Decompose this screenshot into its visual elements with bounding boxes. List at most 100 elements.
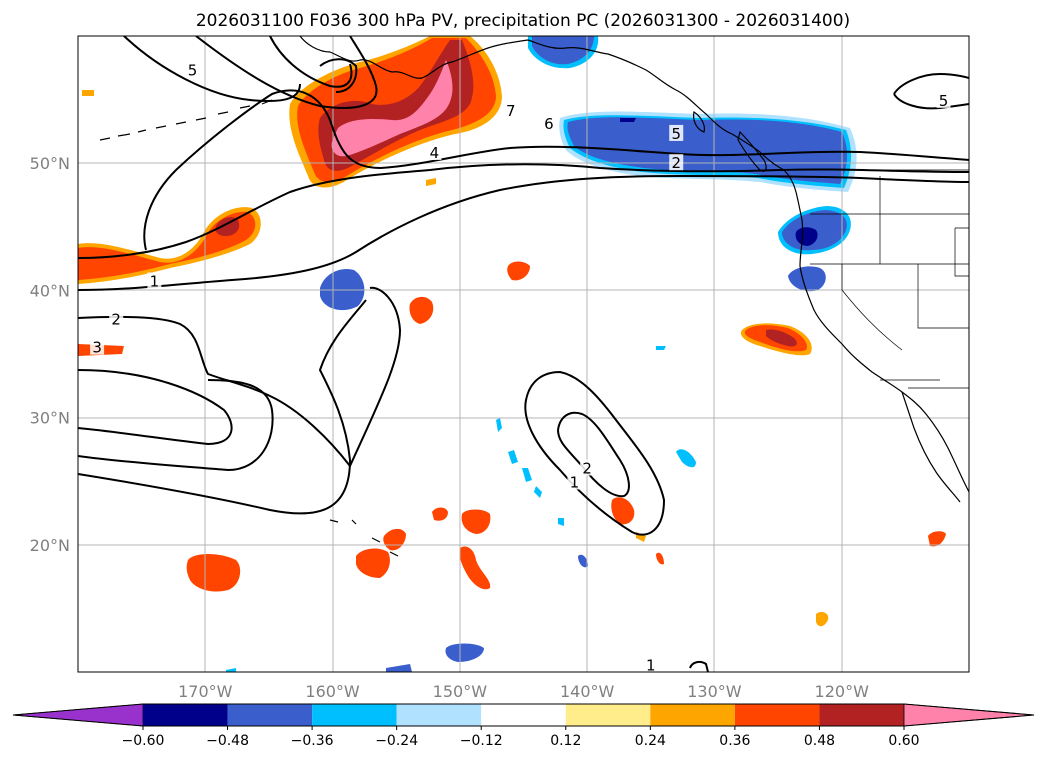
lon-tick-label: 120°W bbox=[815, 682, 870, 701]
colorbar-tick-label: 0.36 bbox=[719, 733, 750, 749]
us-west-coast bbox=[799, 219, 969, 493]
pv-label-bg bbox=[567, 473, 582, 490]
colorbar-extend-high bbox=[903, 703, 1035, 727]
colorbar-segment bbox=[650, 704, 735, 726]
pv-contour bbox=[78, 379, 274, 472]
canada-coast bbox=[759, 151, 803, 221]
precip-positive-area bbox=[356, 548, 390, 578]
pv-contour-value-label: 4 bbox=[430, 144, 440, 162]
gridlines bbox=[78, 36, 969, 672]
colorbar-tick-label: −0.24 bbox=[375, 733, 418, 749]
colorbar-tick-label: −0.60 bbox=[122, 733, 165, 749]
colorbar-tick-label: −0.36 bbox=[291, 733, 334, 749]
precip-positive-area bbox=[432, 507, 448, 521]
precip-positive-area bbox=[426, 178, 436, 186]
pv-contour-value-label: 5 bbox=[188, 61, 198, 79]
pv-contour-value-label: 6 bbox=[544, 115, 554, 133]
pv-contour bbox=[524, 370, 666, 536]
precip-negative-area bbox=[558, 518, 564, 526]
pv-label-bg bbox=[185, 61, 200, 78]
lon-tick-label: 150°W bbox=[433, 682, 488, 701]
colorbar-segment bbox=[734, 704, 820, 726]
pv-contour-value-label: 1 bbox=[646, 657, 656, 675]
precip-negative-area bbox=[578, 554, 588, 568]
precip-negative-area bbox=[656, 346, 666, 350]
haida-gwaii bbox=[693, 111, 705, 133]
colorbar-segment bbox=[227, 704, 313, 726]
pv-label-bg bbox=[147, 272, 162, 289]
lat-tick-label: 50°N bbox=[30, 154, 70, 173]
precip-positive-area bbox=[928, 531, 946, 547]
precip-negative-area bbox=[445, 643, 484, 662]
precip-positive-area bbox=[215, 217, 240, 236]
pv-contour-value-label: 2 bbox=[582, 459, 592, 477]
precip-positive-area bbox=[459, 546, 491, 590]
colorbar-tick-label: 0.12 bbox=[550, 733, 581, 749]
precip-negative-area bbox=[226, 668, 236, 672]
colorbar-segment bbox=[565, 704, 651, 726]
precip-negative-area bbox=[620, 118, 636, 122]
colorbar-tick-label: 0.48 bbox=[804, 733, 835, 749]
precip-negative-area bbox=[795, 227, 818, 246]
precip-negative-area bbox=[676, 449, 696, 468]
colorbar-segment bbox=[819, 704, 904, 726]
pv-contour bbox=[893, 72, 969, 110]
precip-positive-area bbox=[816, 612, 829, 627]
lon-tick-label: 130°W bbox=[687, 682, 742, 701]
pv-label-bg bbox=[541, 114, 556, 131]
colorbar-segment bbox=[396, 704, 482, 726]
colorbar-tick-label: 0.60 bbox=[888, 733, 919, 749]
precip-positive-area bbox=[766, 329, 797, 347]
colorbar-tick-label: −0.12 bbox=[460, 733, 503, 749]
pv-contour bbox=[319, 58, 358, 93]
precip-positive-area bbox=[82, 90, 94, 96]
pv-contour bbox=[689, 660, 709, 672]
precip-negative-area bbox=[508, 450, 518, 464]
precip-positive-area bbox=[186, 554, 241, 592]
pv-contour-value-label: 1 bbox=[150, 272, 160, 290]
precip-positive-area bbox=[611, 497, 635, 525]
precip-positive-area bbox=[507, 261, 530, 281]
pv-contours bbox=[78, 36, 969, 672]
colorbar-tick-label: −0.48 bbox=[206, 733, 249, 749]
precip-negative-area bbox=[788, 266, 826, 292]
lat-axis-labels: 50°N 40°N 30°N 20°N bbox=[30, 154, 70, 555]
pv-label-bg bbox=[580, 459, 595, 476]
colorbar-segment bbox=[143, 704, 228, 726]
pv-contour bbox=[123, 36, 301, 102]
pv-contour bbox=[78, 174, 969, 291]
precip-positive-area bbox=[409, 296, 434, 324]
precip-negative-area bbox=[532, 36, 594, 65]
colorbar-segments bbox=[12, 703, 1035, 727]
precip-positive-area bbox=[331, 60, 453, 157]
colorbar: −0.60 −0.48 −0.36 −0.24 −0.12 0.12 0.24 0.36 0.4… bbox=[12, 703, 1035, 749]
lon-tick-label: 170°W bbox=[178, 682, 233, 701]
border-states bbox=[810, 176, 969, 389]
hawaii-islands bbox=[329, 519, 399, 557]
precip-negative-area bbox=[534, 486, 542, 498]
colorbar-ticks: −0.60 −0.48 −0.36 −0.24 −0.12 0.12 0.24 0.36 0.4… bbox=[122, 726, 920, 749]
lat-tick-label: 20°N bbox=[30, 536, 70, 555]
lon-tick-label: 160°W bbox=[305, 682, 360, 701]
lat-tick-label: 30°N bbox=[30, 409, 70, 428]
lat-tick-label: 40°N bbox=[30, 281, 70, 300]
pv-contour bbox=[78, 369, 233, 446]
precip-positive-area bbox=[78, 211, 256, 280]
precip-negative-area bbox=[522, 468, 532, 482]
colorbar-extend-low bbox=[12, 703, 144, 727]
plot-frame bbox=[77, 35, 970, 673]
lon-tick-label: 140°W bbox=[560, 682, 615, 701]
pv-label-bg bbox=[643, 656, 658, 672]
pv-contour-value-label: 7 bbox=[506, 102, 516, 120]
baja-coast bbox=[901, 391, 961, 503]
pv-label-bg bbox=[427, 144, 442, 161]
pv-label-bg bbox=[503, 102, 518, 119]
pv-contour bbox=[556, 411, 630, 498]
pv-contour-value-label: 5 bbox=[671, 125, 681, 143]
precip-negative-area bbox=[567, 117, 848, 184]
precip-positive-area bbox=[461, 509, 491, 534]
pv-contour bbox=[143, 89, 969, 251]
pv-contour-value-label: 1 bbox=[570, 473, 580, 491]
pv-contour-value-label: 2 bbox=[111, 311, 121, 329]
